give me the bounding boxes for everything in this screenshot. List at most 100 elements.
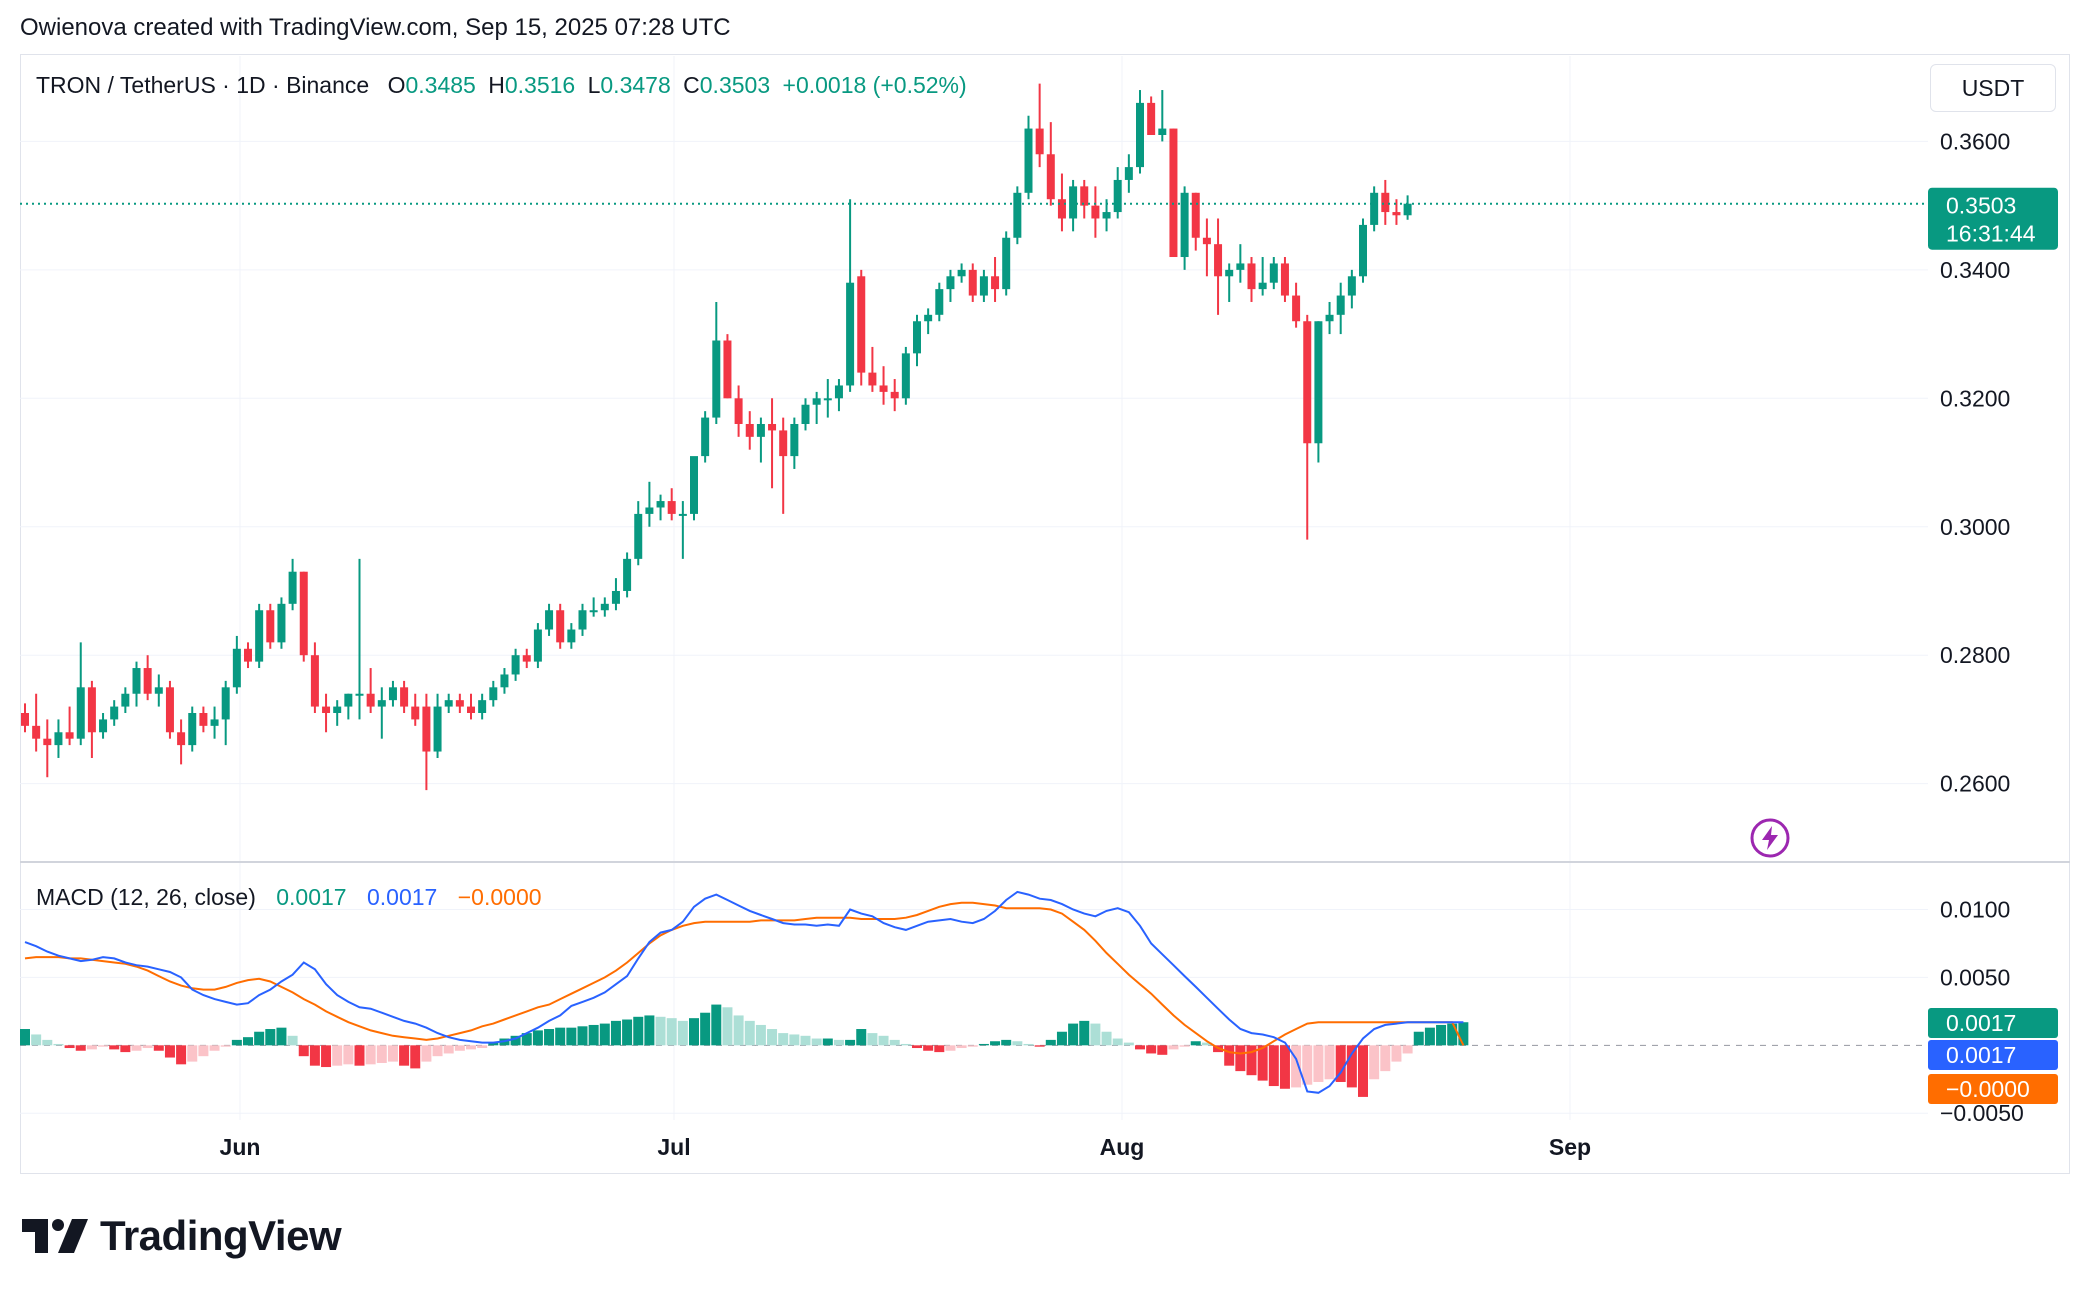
- candle-body: [545, 610, 554, 630]
- macd-histogram-bar: [767, 1029, 778, 1046]
- candle-body: [467, 706, 475, 714]
- candle-body: [678, 513, 687, 516]
- high-value: 0.3516: [504, 72, 576, 98]
- candle-body: [1247, 263, 1256, 290]
- open-label: O: [387, 72, 406, 98]
- currency-button[interactable]: USDT: [1930, 64, 2056, 112]
- candle-body: [422, 706, 431, 752]
- candle-body: [946, 276, 955, 290]
- macd-histogram-bar: [655, 1016, 666, 1046]
- macd-histogram-bar: [755, 1024, 766, 1046]
- candle-body: [366, 693, 375, 707]
- candle-body: [255, 610, 264, 662]
- symbol-title[interactable]: TRON / TetherUS · 1D · Binance: [36, 72, 370, 98]
- candle-body: [991, 276, 1000, 290]
- macd-histogram-bar: [1224, 1045, 1235, 1066]
- change-value: +0.0018 (+0.52%): [782, 72, 967, 98]
- macd-histogram-bar: [432, 1045, 443, 1057]
- macd-histogram-bar: [622, 1019, 633, 1046]
- candle-body: [1347, 276, 1356, 296]
- macd-histogram-bar: [332, 1045, 343, 1066]
- macd-histogram-bar: [856, 1029, 867, 1046]
- macd-histogram-bar: [521, 1033, 532, 1046]
- candle-body: [1147, 102, 1156, 135]
- macd-histogram-bar: [443, 1045, 454, 1054]
- macd-histogram-bar: [209, 1045, 220, 1051]
- candle-body: [1381, 192, 1390, 213]
- candle-body: [645, 507, 654, 514]
- macd-histogram-bar: [1157, 1045, 1168, 1055]
- macd-histogram-bar: [1056, 1031, 1067, 1046]
- candle-body: [834, 385, 843, 399]
- candle-body: [634, 513, 643, 559]
- chart-credit: Owienova created with TradingView.com, S…: [20, 14, 731, 41]
- candle-body: [667, 501, 676, 514]
- macd-histogram-bar: [53, 1043, 64, 1046]
- macd-histogram-bar: [321, 1045, 332, 1068]
- lightning-icon[interactable]: [1750, 818, 1790, 858]
- candle-body: [567, 629, 576, 643]
- macd-histogram-bar: [1380, 1045, 1391, 1072]
- candle-body: [901, 353, 910, 399]
- candle-body: [690, 456, 698, 514]
- price-tick-label: 0.2800: [1940, 642, 2010, 668]
- macd-histogram-bar: [1179, 1045, 1190, 1047]
- macd-title[interactable]: MACD (12, 26, close): [36, 884, 256, 910]
- candle-body: [857, 276, 866, 373]
- candle-body: [266, 610, 275, 643]
- macd-histogram-bar: [1012, 1041, 1023, 1046]
- macd-histogram-bar: [1246, 1045, 1257, 1076]
- candle-body: [801, 404, 810, 424]
- candle-body: [968, 269, 977, 296]
- macd-histogram-bar: [309, 1045, 320, 1066]
- candle-body: [957, 269, 966, 277]
- candle-body: [76, 687, 85, 739]
- macd-histogram-bar: [1346, 1045, 1357, 1088]
- macd-badge: [1928, 1008, 2058, 1038]
- macd-histogram-bar: [287, 1035, 298, 1046]
- macd-histogram-bar: [923, 1045, 934, 1051]
- macd-histogram-bar: [833, 1039, 844, 1046]
- macd-histogram-bar: [120, 1045, 131, 1053]
- macd-histogram-bar: [990, 1041, 1001, 1046]
- candle-body: [935, 289, 944, 315]
- macd-histogram-bar: [733, 1015, 744, 1046]
- candle-body: [1191, 192, 1200, 238]
- candle-body: [656, 501, 665, 508]
- macd-histogram-bar: [1101, 1031, 1112, 1046]
- candle-body: [400, 687, 409, 707]
- macd-signal-value: −0.0000: [457, 884, 542, 910]
- candle-body: [1113, 179, 1122, 213]
- macd-histogram-bar: [744, 1020, 755, 1046]
- macd-histogram-bar: [466, 1045, 476, 1050]
- candle-body: [1214, 244, 1223, 277]
- candle-body: [1057, 199, 1066, 219]
- candle-body: [388, 687, 397, 701]
- candle-body: [556, 610, 565, 643]
- candle-body: [32, 725, 41, 739]
- macd-histogram-bar: [1023, 1043, 1034, 1046]
- candle-body: [1258, 282, 1267, 290]
- macd-histogram-bar: [811, 1038, 822, 1046]
- tradingview-logo[interactable]: TradingView: [22, 1212, 342, 1260]
- candle-body: [823, 398, 832, 401]
- macd-histogram-bar: [387, 1045, 398, 1062]
- candle-body: [1325, 314, 1334, 322]
- macd-histogram-bar: [1235, 1045, 1246, 1072]
- price-tick-label: 0.3000: [1940, 514, 2010, 540]
- macd-histogram-bar: [64, 1045, 75, 1049]
- macd-histogram-bar: [722, 1007, 733, 1046]
- macd-histogram-bar: [75, 1045, 86, 1051]
- candle-body: [288, 571, 297, 604]
- macd-histogram-bar: [677, 1020, 688, 1046]
- price-badge-countdown: 16:31:44: [1946, 221, 2036, 247]
- candle-body: [99, 719, 108, 733]
- macd-histogram-bar: [1313, 1045, 1324, 1082]
- macd-histogram-bar: [532, 1030, 543, 1046]
- macd-histogram-bar: [1257, 1045, 1268, 1081]
- macd-histogram-bar: [42, 1039, 53, 1046]
- macd-histogram-bar: [1079, 1020, 1090, 1046]
- candle-body: [979, 276, 988, 296]
- candle-body: [745, 423, 754, 437]
